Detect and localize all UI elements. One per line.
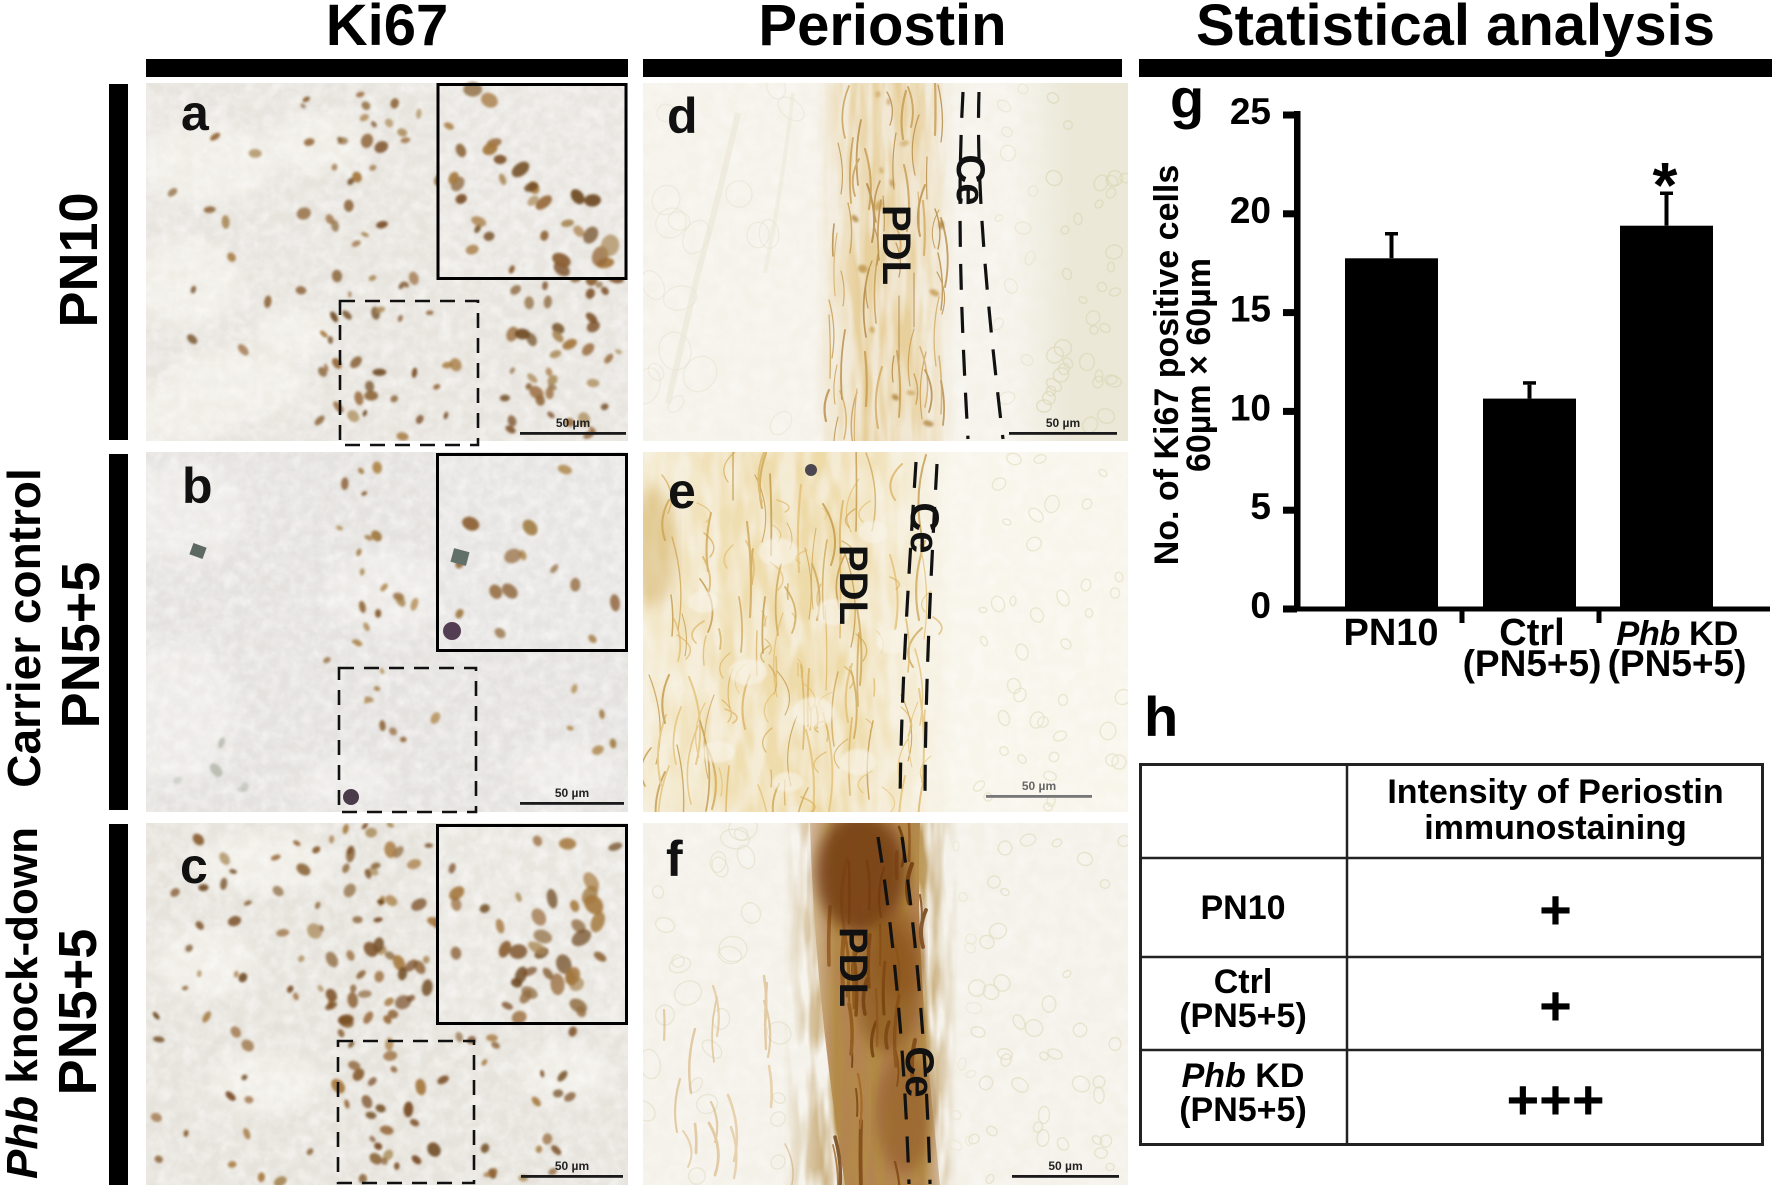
svg-text:50 µm: 50 µm <box>1046 416 1080 430</box>
svg-text:50 µm: 50 µm <box>555 786 589 800</box>
svg-text:Ce: Ce <box>902 502 946 553</box>
svg-text:Phb KD: Phb KD <box>1182 1057 1305 1095</box>
svg-text:50 µm: 50 µm <box>1048 1159 1082 1173</box>
svg-text:(PN5+5): (PN5+5) <box>1179 997 1307 1035</box>
svg-text:(PN5+5): (PN5+5) <box>1179 1091 1307 1129</box>
svg-text:Ctrl: Ctrl <box>1499 612 1564 654</box>
svg-text:+: + <box>1539 974 1572 1037</box>
svg-text:50 µm: 50 µm <box>555 1159 589 1173</box>
svg-text:PN10: PN10 <box>1343 612 1438 654</box>
svg-text:20: 20 <box>1230 190 1271 231</box>
svg-text:25: 25 <box>1230 91 1271 132</box>
svg-text:50 µm: 50 µm <box>556 416 590 430</box>
svg-text:10: 10 <box>1230 387 1271 428</box>
svg-text:d: d <box>667 88 698 144</box>
svg-text:(PN5+5): (PN5+5) <box>1463 643 1602 684</box>
svg-text:Intensity of Periostin: Intensity of Periostin <box>1387 773 1723 811</box>
svg-text:PN10: PN10 <box>1200 889 1285 927</box>
svg-text:60µm × 60µm: 60µm × 60µm <box>1180 258 1218 472</box>
svg-text:PDL: PDL <box>874 205 918 285</box>
svg-text:immunostaining: immunostaining <box>1424 809 1687 847</box>
svg-text:+++: +++ <box>1506 1068 1604 1131</box>
svg-text:h: h <box>1144 690 1178 748</box>
svg-text:b: b <box>182 458 213 514</box>
svg-text:a: a <box>181 85 210 141</box>
svg-text:No. of Ki67 positive cells: No. of Ki67 positive cells <box>1148 165 1186 566</box>
svg-text:5: 5 <box>1250 486 1271 527</box>
svg-text:*: * <box>1653 149 1678 221</box>
svg-text:+: + <box>1539 878 1572 941</box>
svg-text:Ctrl: Ctrl <box>1214 963 1273 1001</box>
svg-text:c: c <box>180 838 208 894</box>
svg-text:PDL: PDL <box>831 545 875 625</box>
svg-text:e: e <box>668 463 696 519</box>
svg-text:0: 0 <box>1250 585 1271 626</box>
svg-text:Phb KD: Phb KD <box>1616 615 1738 653</box>
svg-text:f: f <box>666 831 683 887</box>
svg-text:Ce: Ce <box>948 154 992 205</box>
svg-text:(PN5+5): (PN5+5) <box>1608 643 1747 684</box>
svg-text:50 µm: 50 µm <box>1022 779 1056 793</box>
svg-text:Ce: Ce <box>897 1046 941 1097</box>
svg-text:PDL: PDL <box>831 927 875 1007</box>
svg-text:15: 15 <box>1230 289 1271 330</box>
svg-text:g: g <box>1170 77 1204 130</box>
